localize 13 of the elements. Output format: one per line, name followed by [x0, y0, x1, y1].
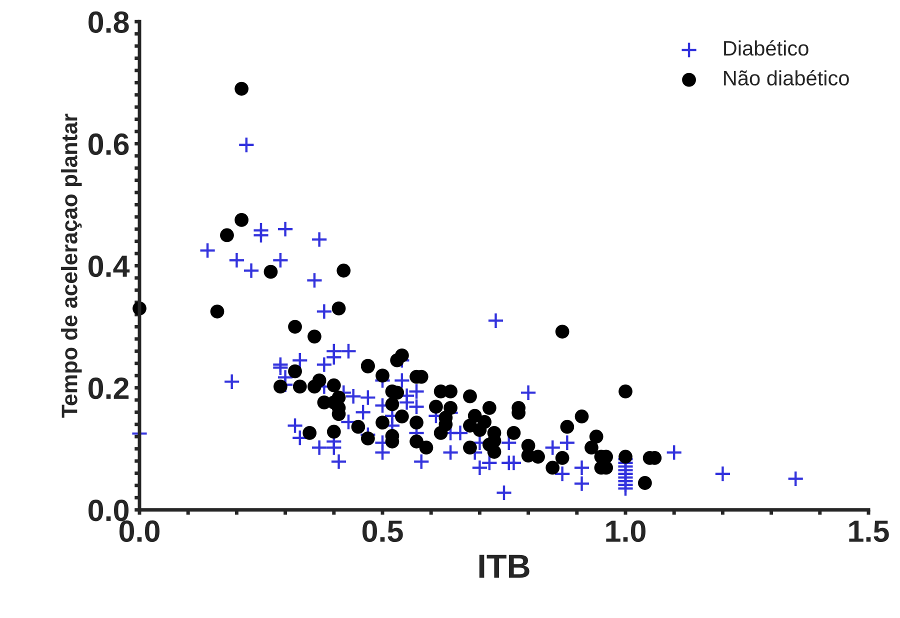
y-axis-title: Tempo de aceleraçao plantar [61, 114, 82, 418]
x-tick-label: 0.0 [119, 520, 160, 542]
legend-label: Diabético [724, 40, 808, 56]
y-tick-label: 0.0 [88, 500, 129, 522]
x-tick-label: 1.0 [606, 520, 646, 542]
legend-label: Não diabético [724, 70, 849, 86]
x-axis-title: ITB [479, 554, 530, 578]
y-tick-label: 0.6 [88, 133, 129, 156]
x-tick-label: 1.5 [849, 520, 889, 542]
y-tick-label: 0.8 [88, 11, 129, 33]
y-tick-label: 0.2 [88, 378, 129, 400]
y-tick-label: 0.4 [88, 255, 130, 278]
x-tick-label: 0.5 [362, 520, 403, 542]
